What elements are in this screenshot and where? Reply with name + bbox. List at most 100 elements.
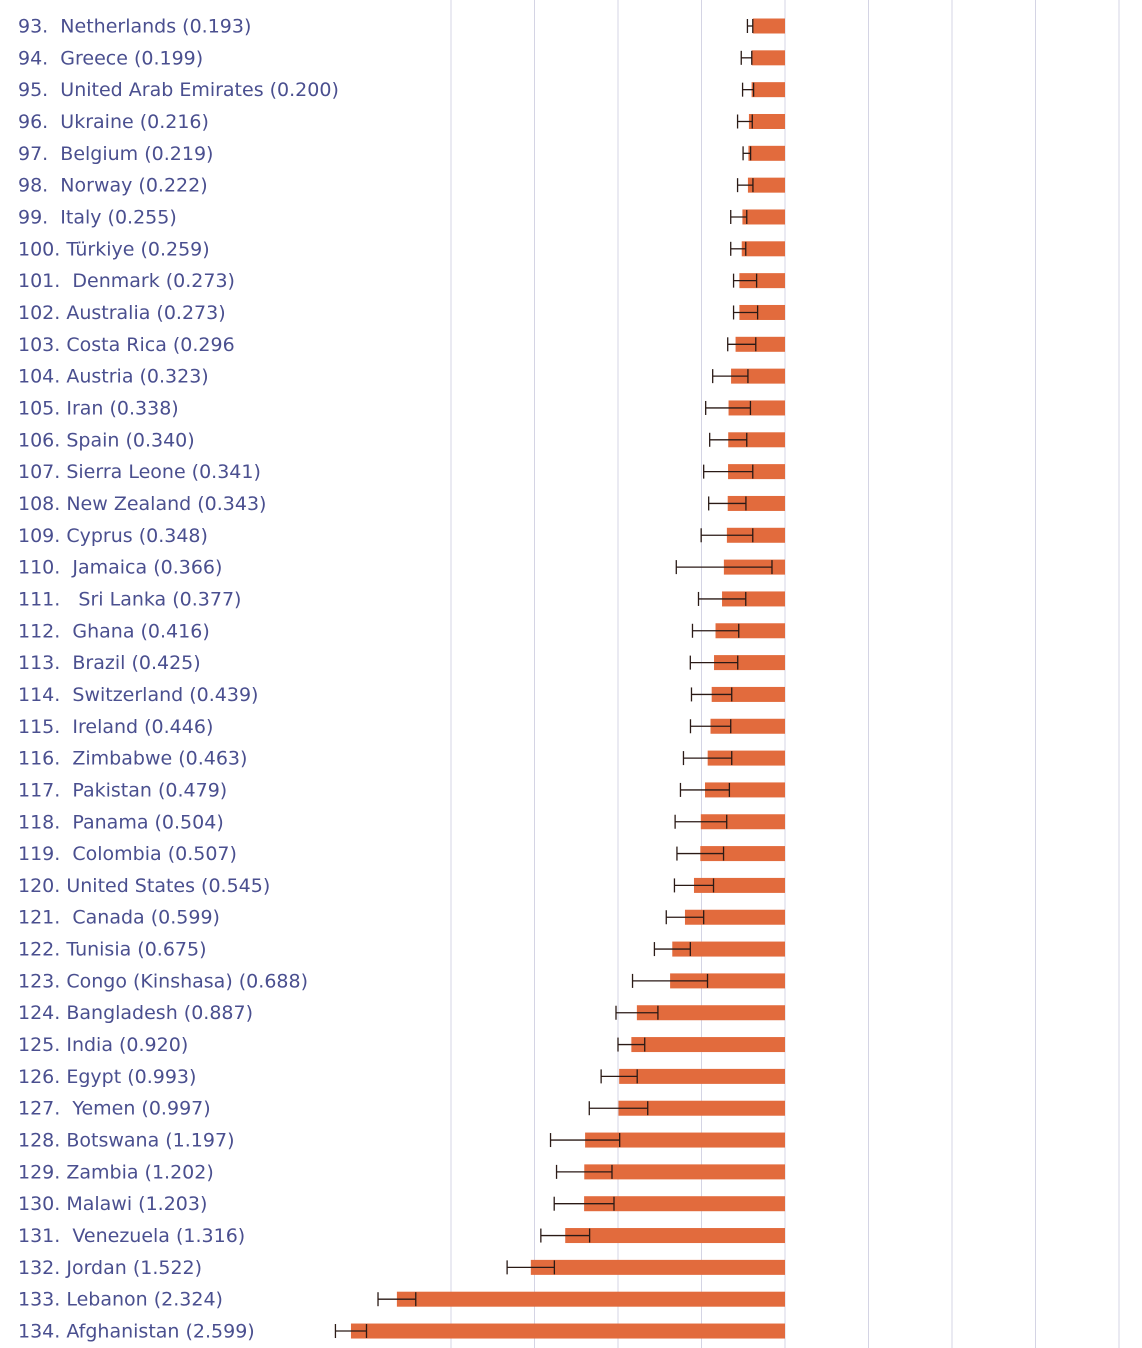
errorbar-37 — [553, 1196, 615, 1211]
row-label-27: 120. United States (0.545) — [18, 875, 270, 897]
bar-35 — [585, 1132, 785, 1148]
bar-7 — [741, 241, 785, 257]
gridlines — [450, 0, 1120, 1348]
bar-32 — [631, 1037, 785, 1053]
row-label-0: 93. Netherlands (0.193) — [18, 16, 251, 38]
errorbar-30 — [631, 973, 709, 988]
row-label-15: 108. New Zealand (0.343) — [18, 493, 266, 515]
row-label-20: 113. Brazil (0.425) — [18, 652, 201, 674]
errorbar-36 — [555, 1164, 613, 1179]
errorbar-7 — [730, 241, 747, 256]
bar-29 — [672, 941, 785, 957]
errorbar-32 — [617, 1037, 646, 1052]
errorbar-4 — [742, 146, 752, 161]
bar-2 — [751, 82, 785, 98]
row-label-3: 96. Ukraine (0.216) — [18, 111, 209, 133]
bar-9 — [739, 304, 785, 320]
row-label-4: 97. Belgium (0.219) — [18, 143, 213, 165]
bar-3 — [748, 113, 785, 129]
row-label-34: 127. Yemen (0.997) — [18, 1098, 211, 1120]
errorbar-24 — [679, 782, 731, 797]
row-label-41: 134. Afghanistan (2.599) — [18, 1321, 255, 1343]
bar-11 — [731, 368, 785, 384]
row-label-21: 114. Switzerland (0.439) — [18, 684, 258, 706]
errorbar-5 — [736, 178, 754, 193]
row-label-14: 107. Sierra Leone (0.341) — [18, 461, 261, 483]
errorbar-38 — [540, 1228, 591, 1243]
bar-0 — [752, 18, 785, 34]
bar-18 — [722, 591, 785, 607]
errorbar-12 — [705, 400, 752, 415]
row-label-6: 99. Italy (0.255) — [18, 206, 177, 228]
row-label-33: 126. Egypt (0.993) — [18, 1066, 196, 1088]
bar-24 — [705, 782, 785, 798]
bar-41 — [350, 1323, 785, 1339]
bar-27 — [693, 877, 785, 893]
bar-13 — [728, 432, 785, 448]
row-label-32: 125. India (0.920) — [18, 1034, 188, 1056]
bar-4 — [748, 145, 785, 161]
errorbar-27 — [673, 878, 715, 893]
row-label-22: 115. Ireland (0.446) — [18, 716, 213, 738]
bar-12 — [728, 400, 785, 416]
row-label-37: 130. Malawi (1.203) — [18, 1193, 207, 1215]
row-label-12: 105. Iran (0.338) — [18, 397, 179, 419]
bar-28 — [684, 909, 785, 925]
errorbar-25 — [674, 814, 728, 829]
row-label-2: 95. United Arab Emirates (0.200) — [18, 79, 339, 101]
errorbar-26 — [676, 846, 725, 861]
row-label-17: 110. Jamaica (0.366) — [18, 557, 222, 579]
row-label-11: 104. Austria (0.323) — [18, 366, 209, 388]
bars — [350, 18, 785, 1339]
row-label-19: 112. Ghana (0.416) — [18, 620, 210, 642]
row-label-13: 106. Spain (0.340) — [18, 429, 195, 451]
errorbar-10 — [727, 337, 757, 352]
errorbar-9 — [732, 305, 759, 320]
bar-15 — [727, 495, 785, 511]
bar-14 — [728, 464, 785, 480]
row-label-24: 117. Pakistan (0.479) — [18, 779, 227, 801]
errorbar-39 — [506, 1260, 556, 1275]
error-bars — [334, 19, 773, 1339]
row-label-18: 111. Sri Lanka (0.377) — [18, 588, 241, 610]
row-label-10: 103. Costa Rica (0.296 — [18, 334, 235, 356]
bar-22 — [710, 718, 785, 734]
errorbar-0 — [746, 19, 754, 33]
errorbar-16 — [700, 528, 754, 543]
bar-31 — [636, 1005, 785, 1021]
errorbar-33 — [600, 1069, 638, 1084]
errorbar-35 — [549, 1133, 621, 1148]
row-label-40: 133. Lebanon (2.324) — [18, 1289, 223, 1311]
bar-37 — [584, 1196, 785, 1212]
errorbar-28 — [665, 910, 705, 925]
bar-38 — [565, 1228, 785, 1244]
row-label-29: 122. Tunisia (0.675) — [18, 939, 207, 961]
errorbar-13 — [709, 432, 748, 447]
errorbar-40 — [377, 1292, 417, 1307]
row-label-9: 102. Australia (0.273) — [18, 302, 226, 324]
row-label-5: 98. Norway (0.222) — [18, 175, 208, 197]
errorbar-1 — [740, 50, 753, 65]
bar-19 — [715, 623, 785, 639]
bar-39 — [530, 1259, 785, 1275]
bar-1 — [751, 50, 785, 66]
row-label-25: 118. Panama (0.504) — [18, 811, 224, 833]
bar-20 — [714, 655, 785, 671]
errorbar-22 — [689, 719, 732, 734]
errorbar-6 — [730, 209, 748, 224]
errorbar-20 — [689, 655, 739, 670]
bar-23 — [707, 750, 785, 766]
errorbar-19 — [691, 623, 740, 638]
bar-30 — [670, 973, 785, 989]
row-label-1: 94. Greece (0.199) — [18, 47, 203, 69]
errorbar-34 — [588, 1101, 649, 1116]
bar-5 — [747, 177, 785, 193]
errorbar-14 — [703, 464, 754, 479]
row-label-28: 121. Canada (0.599) — [18, 907, 220, 929]
row-label-31: 124. Bangladesh (0.887) — [18, 1002, 253, 1024]
errorbar-29 — [653, 942, 691, 957]
row-label-8: 101. Denmark (0.273) — [18, 270, 235, 292]
bar-10 — [735, 336, 785, 352]
bar-40 — [396, 1291, 785, 1307]
